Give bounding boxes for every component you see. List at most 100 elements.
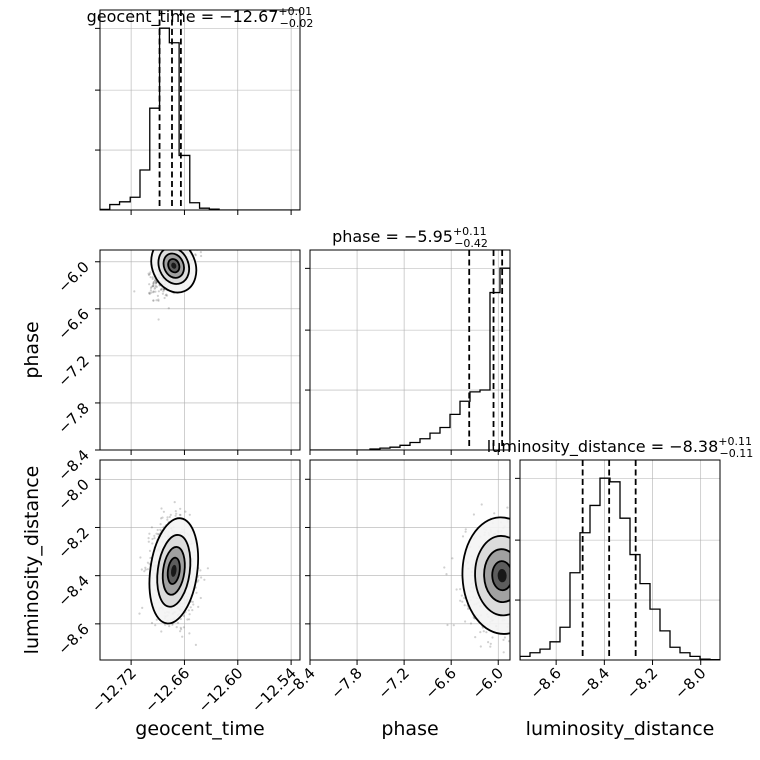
scatter-point	[184, 246, 186, 248]
scatter-point	[503, 636, 506, 639]
hist-bar	[660, 631, 670, 660]
scatter-point	[517, 533, 519, 535]
scatter-point	[536, 566, 538, 568]
scatter-point	[516, 531, 518, 533]
scatter-point	[186, 239, 188, 241]
scatter-point	[188, 243, 190, 245]
scatter-point	[189, 606, 192, 609]
scatter-point	[151, 542, 154, 545]
scatter-point	[515, 560, 517, 562]
scatter-point	[190, 246, 192, 248]
scatter-point	[187, 239, 189, 241]
scatter-point	[525, 584, 527, 586]
panel-frame	[309, 459, 511, 661]
scatter-point	[174, 514, 177, 517]
scatter-point	[516, 565, 518, 567]
scatter-point	[154, 279, 157, 282]
scatter-point	[515, 595, 517, 597]
scatter-point	[542, 575, 544, 577]
scatter-point	[515, 565, 517, 567]
scatter-point	[522, 604, 524, 606]
scatter-point	[172, 240, 174, 242]
scatter-point	[520, 581, 522, 583]
scatter-point	[195, 591, 198, 594]
scatter-point	[514, 550, 516, 552]
scatter-point	[183, 244, 185, 246]
hist-bar	[420, 439, 430, 450]
title-minus: −0.02	[280, 17, 314, 30]
scatter-point	[517, 574, 519, 576]
scatter-point	[535, 556, 537, 558]
scatter-point	[514, 586, 516, 588]
scatter-point	[156, 294, 159, 297]
scatter-point	[541, 552, 543, 554]
scatter-point	[548, 594, 550, 596]
hist-bar	[120, 202, 131, 210]
scatter-point	[510, 560, 512, 562]
scatter-point	[203, 578, 206, 581]
scatter-point	[160, 288, 163, 291]
scatter-point	[192, 243, 194, 245]
scatter-point	[175, 243, 177, 245]
scatter-point	[180, 239, 182, 241]
scatter-point	[525, 557, 527, 559]
scatter-point	[513, 607, 515, 609]
scatter-point	[530, 581, 532, 583]
scatter-point	[507, 640, 510, 643]
scatter-point	[460, 594, 463, 597]
contour-line	[491, 560, 510, 592]
scatter-point	[139, 556, 142, 559]
scatter-point	[514, 543, 516, 545]
scatter-point	[199, 596, 202, 600]
scatter-point	[150, 285, 153, 288]
scatter-point	[510, 522, 512, 524]
scatter-point	[152, 291, 155, 294]
contour-line	[157, 250, 191, 285]
scatter-point	[517, 596, 519, 598]
scatter-point	[521, 556, 523, 558]
scatter-point	[195, 245, 197, 247]
x-tick-label: −8.2	[623, 664, 661, 702]
y-tick-label: −8.4	[54, 446, 92, 484]
scatter-point	[147, 540, 150, 543]
scatter-point	[193, 244, 195, 246]
scatter-point	[515, 573, 517, 575]
scatter-point	[176, 247, 178, 249]
scatter-point	[175, 626, 178, 629]
hist-bar	[190, 203, 200, 210]
scatter-point	[162, 288, 165, 291]
scatter-point	[148, 532, 151, 535]
scatter-point	[530, 575, 532, 577]
scatter-point	[517, 608, 519, 610]
scatter-point	[512, 534, 514, 536]
contour-line	[161, 546, 186, 596]
scatter-point	[160, 287, 163, 290]
scatter-point	[163, 296, 166, 300]
scatter-point	[530, 541, 532, 543]
scatter-point	[178, 246, 180, 248]
scatter-point	[514, 606, 516, 608]
scatter-point	[527, 618, 529, 620]
scatter-point	[188, 632, 191, 635]
title-median: luminosity_distance = −8.38	[487, 437, 718, 457]
scatter-point	[520, 528, 522, 530]
contour-line	[148, 517, 199, 625]
scatter-point	[530, 581, 532, 583]
scatter-point	[527, 557, 529, 559]
scatter-point	[511, 585, 513, 587]
title-plus: +0.11	[453, 225, 487, 238]
scatter-point	[510, 564, 512, 566]
scatter-point	[187, 609, 190, 612]
scatter-point	[531, 559, 533, 561]
scatter-point	[148, 291, 151, 294]
scatter-point	[534, 534, 536, 536]
scatter-point	[189, 245, 191, 247]
scatter-point	[160, 517, 163, 520]
scatter-point	[189, 240, 191, 242]
scatter-point	[160, 507, 163, 510]
y-tick-label: −6.6	[54, 305, 92, 343]
scatter-point	[180, 244, 182, 246]
scatter-point	[541, 588, 543, 590]
x-tick-label: −8.6	[526, 664, 564, 702]
hist-bar	[440, 428, 450, 450]
